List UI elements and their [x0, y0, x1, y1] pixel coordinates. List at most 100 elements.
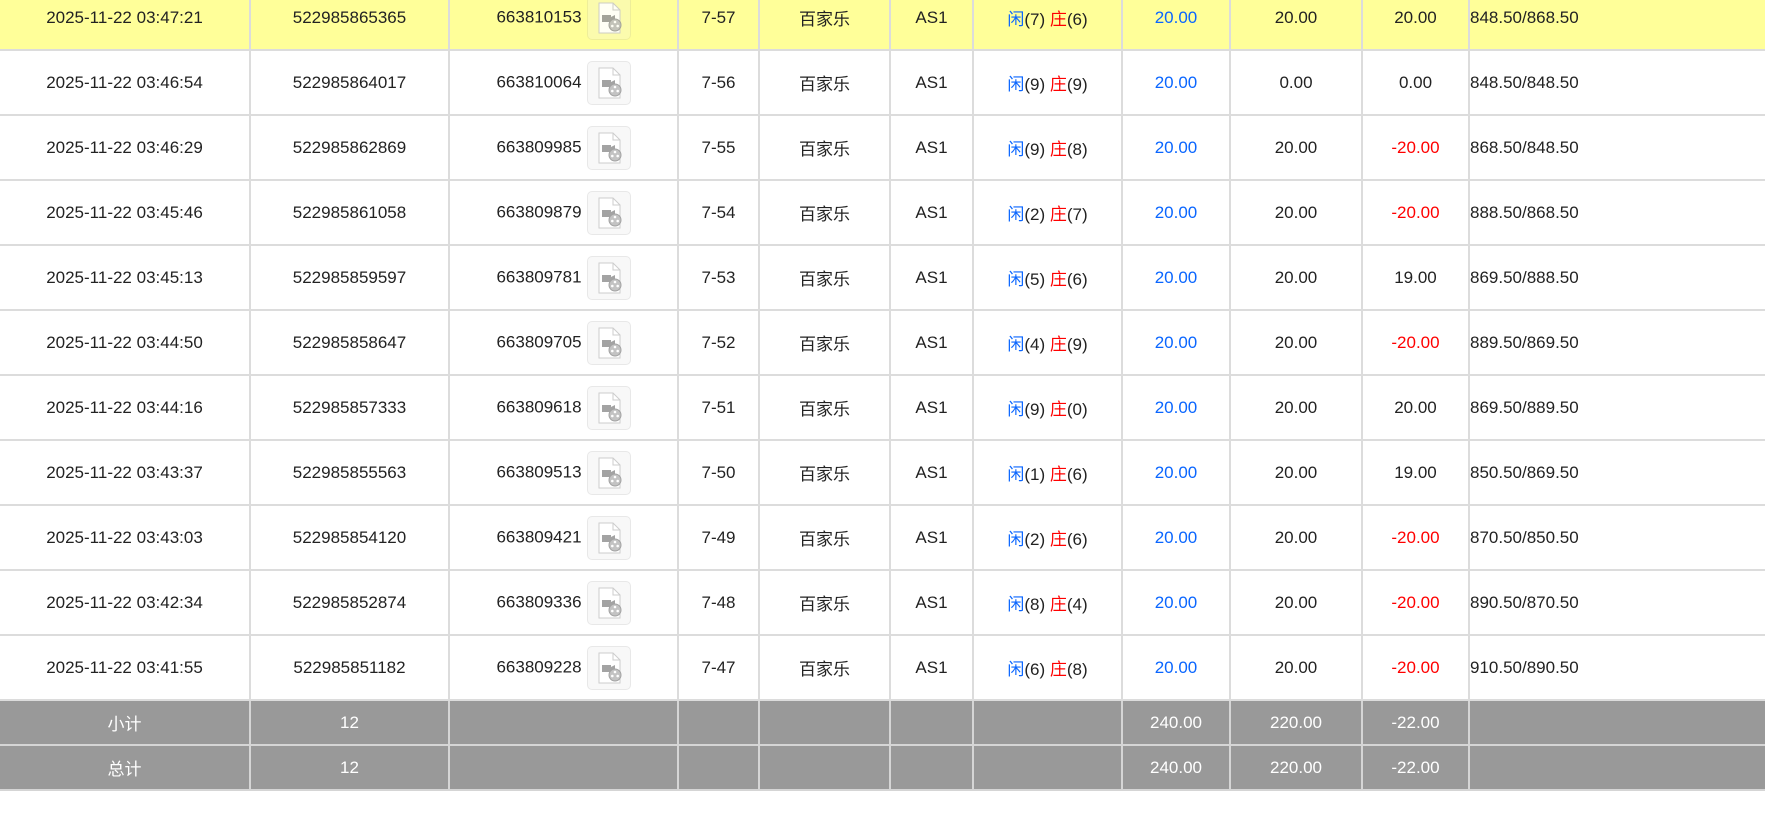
- shoe-round: 7-50: [677, 439, 760, 506]
- video-file-icon[interactable]: [586, 580, 631, 625]
- shoe-round: 7-56: [677, 49, 760, 116]
- win-loss: 19.00: [1361, 439, 1470, 506]
- bet-id: 522985861058: [249, 179, 450, 246]
- total-label: 总计: [0, 744, 251, 791]
- player-points: (9): [1024, 400, 1046, 419]
- video-file-icon[interactable]: [586, 125, 631, 170]
- table-row: 2025-11-22 03:44:16 522985857333 6638096…: [0, 374, 1765, 441]
- bet-id: 522985855563: [249, 439, 450, 506]
- table-name: AS1: [889, 439, 974, 506]
- balance: 868.50/848.50: [1468, 114, 1765, 181]
- video-file-icon[interactable]: [586, 645, 631, 690]
- game-type: 百家乐: [758, 179, 891, 246]
- player-label: 闲: [1007, 660, 1025, 679]
- shoe-round: 7-57: [677, 0, 760, 51]
- table-name: AS1: [889, 569, 974, 636]
- banker-points: (7): [1066, 205, 1088, 224]
- bet-amount: 20.00: [1121, 504, 1231, 571]
- table-row: 2025-11-22 03:41:55 522985851182 6638092…: [0, 634, 1765, 701]
- bet-time: 2025-11-22 03:44:50: [0, 309, 251, 376]
- subtotal-row: 小计 12 240.00 220.00 -22.00: [0, 699, 1765, 746]
- valid-bet: 20.00: [1229, 179, 1363, 246]
- player-points: (5): [1024, 270, 1046, 289]
- round-id: 663809513: [496, 461, 582, 481]
- bet-id: 522985859597: [249, 244, 450, 311]
- subtotal-count: 12: [249, 699, 450, 746]
- banker-points: (9): [1066, 335, 1088, 354]
- table-row: 2025-11-22 03:45:46 522985861058 6638098…: [0, 179, 1765, 246]
- video-file-icon[interactable]: [586, 255, 631, 300]
- valid-bet: 20.00: [1229, 114, 1363, 181]
- table-row: 2025-11-22 03:47:21 522985865365 6638101…: [0, 0, 1765, 51]
- banker-label: 庄: [1049, 595, 1067, 614]
- round-id: 663809228: [496, 656, 582, 676]
- round-id: 663809985: [496, 136, 582, 156]
- balance: 850.50/869.50: [1468, 439, 1765, 506]
- table-name: AS1: [889, 114, 974, 181]
- win-loss: 20.00: [1361, 0, 1470, 51]
- round-id: 663809618: [496, 396, 582, 416]
- subtotal-valid: 220.00: [1229, 699, 1363, 746]
- video-file-icon[interactable]: [586, 190, 631, 235]
- table-row: 2025-11-22 03:43:03 522985854120 6638094…: [0, 504, 1765, 571]
- player-label: 闲: [1007, 595, 1025, 614]
- table-row: 2025-11-22 03:42:34 522985852874 6638093…: [0, 569, 1765, 636]
- empty-cell: [448, 699, 679, 746]
- table-name: AS1: [889, 179, 974, 246]
- valid-bet: 20.00: [1229, 439, 1363, 506]
- banker-points: (6): [1066, 10, 1088, 29]
- subtotal-bet: 240.00: [1121, 699, 1231, 746]
- player-points: (2): [1024, 530, 1046, 549]
- video-file-icon[interactable]: [586, 320, 631, 365]
- result: 闲(6) 庄(8): [972, 634, 1123, 701]
- banker-points: (9): [1066, 75, 1088, 94]
- banker-points: (6): [1066, 270, 1088, 289]
- player-label: 闲: [1007, 270, 1025, 289]
- round-id: 663809879: [496, 201, 582, 221]
- round-id-cell: 663809781: [448, 244, 679, 311]
- balance: 889.50/869.50: [1468, 309, 1765, 376]
- banker-label: 庄: [1049, 530, 1067, 549]
- video-file-icon[interactable]: [586, 60, 631, 105]
- empty-cell: [448, 744, 679, 791]
- player-label: 闲: [1007, 530, 1025, 549]
- game-type: 百家乐: [758, 0, 891, 51]
- banker-points: (4): [1066, 595, 1088, 614]
- banker-label: 庄: [1049, 205, 1067, 224]
- valid-bet: 20.00: [1229, 374, 1363, 441]
- video-file-icon[interactable]: [586, 385, 631, 430]
- shoe-round: 7-48: [677, 569, 760, 636]
- player-points: (9): [1024, 140, 1046, 159]
- total-win: -22.00: [1361, 744, 1470, 791]
- valid-bet: 20.00: [1229, 504, 1363, 571]
- player-label: 闲: [1007, 10, 1025, 29]
- game-type: 百家乐: [758, 49, 891, 116]
- game-type: 百家乐: [758, 309, 891, 376]
- player-points: (2): [1024, 205, 1046, 224]
- table-name: AS1: [889, 374, 974, 441]
- bet-records-table: 2025-11-22 03:47:21 522985865365 6638101…: [0, 0, 1765, 791]
- valid-bet: 0.00: [1229, 49, 1363, 116]
- result: 闲(2) 庄(6): [972, 504, 1123, 571]
- video-file-icon[interactable]: [586, 515, 631, 560]
- round-id-cell: 663809513: [448, 439, 679, 506]
- player-points: (1): [1024, 465, 1046, 484]
- banker-points: (6): [1066, 465, 1088, 484]
- empty-cell: [758, 744, 891, 791]
- round-id-cell: 663809618: [448, 374, 679, 441]
- win-loss: -20.00: [1361, 114, 1470, 181]
- video-file-icon[interactable]: [586, 450, 631, 495]
- banker-points: (0): [1066, 400, 1088, 419]
- bet-time: 2025-11-22 03:41:55: [0, 634, 251, 701]
- video-file-icon[interactable]: [586, 0, 631, 40]
- subtotal-win: -22.00: [1361, 699, 1470, 746]
- player-label: 闲: [1007, 335, 1025, 354]
- bet-id: 522985865365: [249, 0, 450, 51]
- round-id-cell: 663809985: [448, 114, 679, 181]
- table-name: AS1: [889, 634, 974, 701]
- bet-time: 2025-11-22 03:46:54: [0, 49, 251, 116]
- bet-amount: 20.00: [1121, 244, 1231, 311]
- bet-amount: 20.00: [1121, 309, 1231, 376]
- valid-bet: 20.00: [1229, 634, 1363, 701]
- bet-amount: 20.00: [1121, 49, 1231, 116]
